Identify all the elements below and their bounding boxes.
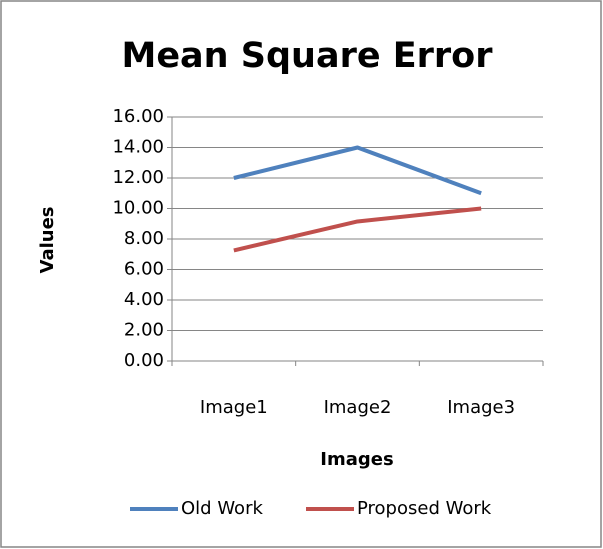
y-tick-label: 0.00: [124, 350, 164, 371]
y-tick-label: 14.00: [112, 137, 164, 158]
y-tick-label: 12.00: [112, 167, 164, 188]
x-tick-label: Image1: [200, 397, 268, 418]
x-axis-label: Images: [320, 449, 393, 470]
legend-label: Proposed Work: [357, 498, 492, 519]
y-axis-label: Values: [37, 207, 58, 274]
y-tick-label: 6.00: [124, 259, 164, 280]
x-tick-label: Image3: [447, 397, 515, 418]
x-tick-label: Image2: [324, 397, 392, 418]
chart-title: Mean Square Error: [121, 36, 493, 76]
line-series: [233, 206, 482, 253]
y-tick-label: 4.00: [124, 289, 164, 310]
y-tick-label: 8.00: [124, 228, 164, 249]
y-tick-label: 10.00: [112, 198, 164, 219]
y-tick-label: 2.00: [124, 320, 164, 341]
y-tick-label: 16.00: [112, 106, 164, 127]
legend-label: Old Work: [181, 498, 263, 519]
line-series: [233, 145, 482, 196]
